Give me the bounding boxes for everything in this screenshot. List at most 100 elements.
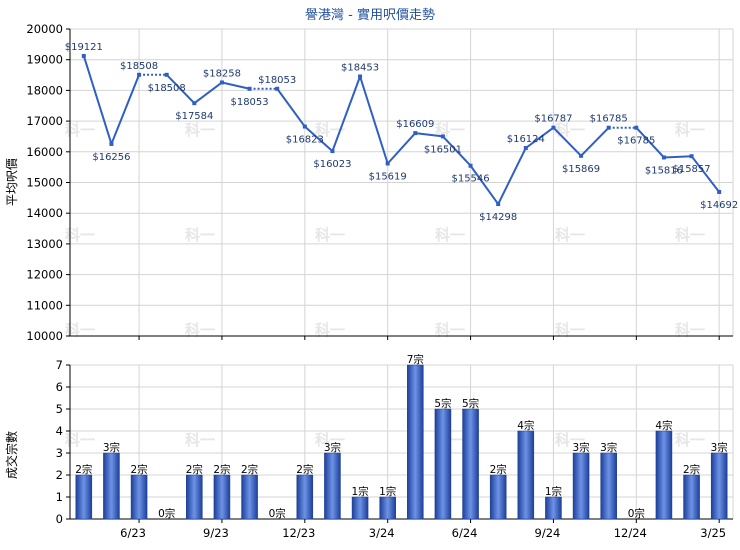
- watermark-text: 科一: [555, 121, 585, 139]
- price-point: [358, 74, 363, 79]
- x-tick-label: 3/24: [369, 526, 395, 540]
- price-point: [551, 125, 556, 130]
- price-line-segment: [193, 81, 223, 104]
- count-bar: [241, 474, 258, 520]
- price-y-tick-label: 10000: [26, 329, 63, 343]
- price-point-label: $17584: [175, 111, 213, 122]
- price-line: [81, 53, 722, 207]
- x-tick-label: 6/23: [120, 526, 146, 540]
- watermark-text: 科一: [315, 121, 345, 139]
- count-y-tick-label: 2: [56, 468, 63, 482]
- watermark-text: 科一: [315, 226, 345, 244]
- price-point: [247, 86, 252, 91]
- count-axis-title: 成交宗數: [4, 431, 19, 479]
- price-line-segment: [497, 147, 527, 205]
- price-y-tick-label: 16000: [26, 145, 63, 159]
- count-bar: [186, 474, 203, 520]
- count-bar: [296, 474, 314, 520]
- count-bar: [545, 496, 562, 520]
- watermark-text: 科一: [555, 321, 585, 339]
- x-tick-label: 12/24: [614, 526, 647, 540]
- count-bar-label: 1宗: [545, 485, 562, 498]
- count-bar-label: 3宗: [572, 441, 589, 454]
- watermark-text: 科一: [555, 226, 585, 244]
- count-y-tick-label: 1: [56, 490, 63, 504]
- count-bar-label: 2宗: [75, 463, 92, 476]
- count-bar-label: 4宗: [517, 419, 534, 432]
- count-bar: [379, 496, 396, 520]
- price-line-segment: [525, 126, 555, 149]
- price-point-label: $16785: [617, 136, 655, 147]
- price-line-segment: [221, 81, 250, 90]
- price-line-segment: [304, 125, 334, 152]
- price-line-segment: [469, 165, 499, 205]
- x-tick-label: 3/25: [700, 526, 726, 540]
- price-point: [579, 153, 584, 158]
- count-chart-grid: [70, 364, 734, 520]
- count-bar: [683, 474, 700, 520]
- count-bars: [75, 364, 728, 520]
- price-point: [523, 145, 528, 150]
- watermark-text: 科一: [65, 431, 95, 449]
- price-line-segment: [359, 76, 389, 164]
- count-bar-label: 2宗: [130, 463, 147, 476]
- price-line-segment: [82, 55, 113, 145]
- price-point-label: $16023: [313, 159, 351, 170]
- price-point: [219, 80, 224, 85]
- count-bar-label: 3宗: [324, 441, 341, 454]
- count-chart-axis: 0 1 2 3 4 5 6 7 6/23 9/23 12/23 3/24 6/24 9/24 12/24 3/…: [56, 358, 733, 540]
- price-point: [385, 161, 390, 166]
- price-line-segment: [386, 132, 417, 165]
- count-bar: [130, 474, 148, 520]
- count-bar: [75, 474, 93, 520]
- count-bar: [600, 452, 617, 520]
- data-labels: 2宗 3宗 2宗 0宗 2宗 2宗 2宗 0宗 2宗 3宗 1宗 1宗 7宗 5宗 5宗 2宗 4宗 1宗 3宗 3宗…: [65, 42, 739, 520]
- price-y-tick-label: 14000: [26, 206, 63, 220]
- price-point: [330, 149, 335, 154]
- price-point: [440, 134, 445, 139]
- count-bar: [655, 430, 673, 520]
- count-y-tick-label: 7: [56, 358, 63, 372]
- count-bar-label: 2宗: [296, 463, 313, 476]
- watermark-text: 科一: [675, 226, 705, 244]
- count-bar: [462, 408, 479, 520]
- price-point: [81, 53, 86, 58]
- price-line-segment: [635, 127, 665, 159]
- count-y-tick-label: 0: [56, 512, 63, 526]
- price-y-tick-label: 15000: [26, 176, 63, 190]
- count-bar: [103, 452, 120, 520]
- price-point-label: $18053: [258, 75, 296, 86]
- count-bar-label: 3宗: [103, 441, 120, 454]
- price-y-tick-label: 13000: [26, 237, 63, 251]
- price-point: [468, 163, 473, 168]
- price-line-segment: [165, 74, 196, 104]
- price-chart-grid: [70, 28, 734, 337]
- price-line-segment: [110, 74, 140, 145]
- count-bar: [324, 452, 341, 520]
- price-point: [717, 189, 722, 194]
- count-y-tick-label: 6: [56, 380, 63, 394]
- price-y-tick-label: 18000: [26, 83, 63, 97]
- price-point: [302, 124, 307, 129]
- price-point-label: $15619: [369, 171, 407, 182]
- price-point: [413, 131, 418, 136]
- price-y-tick-label: 11000: [26, 298, 63, 312]
- watermark-text: 科一: [185, 321, 215, 339]
- price-point-label: $15546: [451, 174, 489, 185]
- price-chart-axis: 10000 11000 12000 13000 14000 15000 16000 17000…: [26, 22, 733, 343]
- price-line-segment: [663, 155, 692, 159]
- watermark-text: 科一: [435, 226, 465, 244]
- price-point: [164, 72, 169, 77]
- price-point-label: $16124: [507, 134, 545, 145]
- price-point: [192, 101, 197, 106]
- count-bar: [407, 364, 424, 520]
- count-bar-label: 0宗: [158, 507, 175, 520]
- count-bar: [351, 496, 369, 520]
- count-bar-label: 0宗: [628, 507, 645, 520]
- price-line-segment: [690, 155, 720, 193]
- price-point: [634, 125, 639, 130]
- chart-title: 譽港灣 - 實用呎價走勢: [305, 7, 435, 23]
- price-point: [606, 125, 611, 130]
